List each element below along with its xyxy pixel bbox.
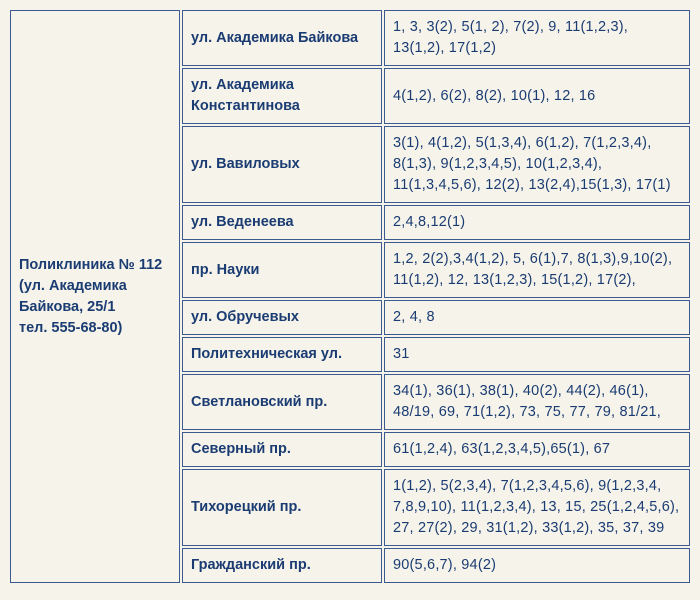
house-numbers: 61(1,2,4), 63(1,2,3,4,5),65(1), 67	[384, 432, 690, 467]
house-numbers: 2,4,8,12(1)	[384, 205, 690, 240]
street-name: ул. Обручевых	[182, 300, 382, 335]
house-numbers: 2, 4, 8	[384, 300, 690, 335]
house-numbers: 1(1,2), 5(2,3,4), 7(1,2,3,4,5,6), 9(1,2,…	[384, 469, 690, 546]
street-name: ул. Академика Байкова	[182, 10, 382, 66]
clinic-info-line: Байкова, 25/1	[19, 299, 115, 315]
clinic-address-table: Поликлиника № 112 (ул. Академика Байкова, …	[8, 8, 692, 585]
street-name: пр. Науки	[182, 242, 382, 298]
clinic-info-line: тел. 555-68-80)	[19, 320, 122, 336]
house-numbers: 31	[384, 337, 690, 372]
table-row: Поликлиника № 112(ул. АкадемикаБайкова, …	[10, 10, 690, 66]
house-numbers: 90(5,6,7), 94(2)	[384, 548, 690, 583]
house-numbers: 1, 3, 3(2), 5(1, 2), 7(2), 9, 11(1,2,3),…	[384, 10, 690, 66]
street-name: Северный пр.	[182, 432, 382, 467]
street-name: Гражданский пр.	[182, 548, 382, 583]
clinic-info-cell: Поликлиника № 112 (ул. Академика Байкова, …	[10, 10, 180, 583]
clinic-info-line: (ул. Академика	[19, 278, 127, 294]
street-name: Светлановский пр.	[182, 374, 382, 430]
clinic-info-line: Поликлиника № 112	[19, 257, 162, 273]
street-name: ул. Академика Константинова	[182, 68, 382, 124]
street-name: Тихорецкий пр.	[182, 469, 382, 546]
street-name: Политехническая ул.	[182, 337, 382, 372]
house-numbers: 34(1), 36(1), 38(1), 40(2), 44(2), 46(1)…	[384, 374, 690, 430]
house-numbers: 4(1,2), 6(2), 8(2), 10(1), 12, 16	[384, 68, 690, 124]
house-numbers: 3(1), 4(1,2), 5(1,3,4), 6(1,2), 7(1,2,3,…	[384, 126, 690, 203]
street-name: ул. Веденеева	[182, 205, 382, 240]
street-name: ул. Вавиловых	[182, 126, 382, 203]
house-numbers: 1,2, 2(2),3,4(1,2), 5, 6(1),7, 8(1,3),9,…	[384, 242, 690, 298]
